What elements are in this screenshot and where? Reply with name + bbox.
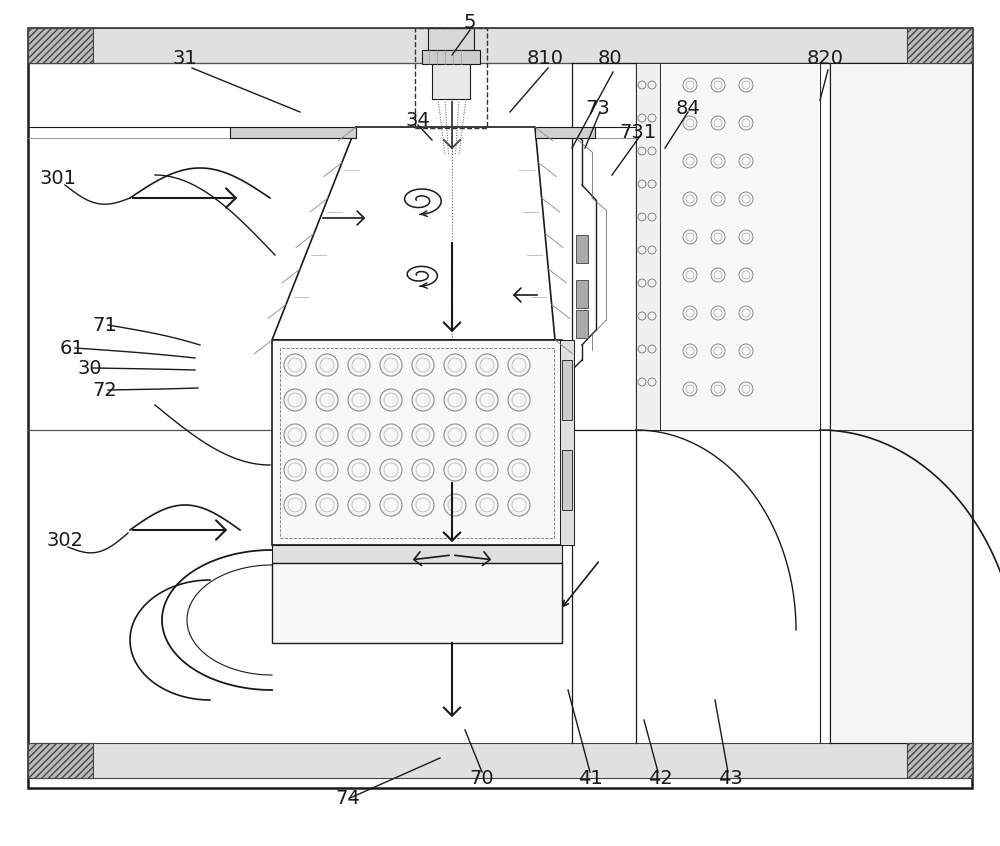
Text: 302: 302 bbox=[46, 530, 84, 550]
Text: 61: 61 bbox=[60, 338, 84, 358]
Bar bbox=[28, 743, 972, 778]
Bar bbox=[660, 63, 820, 430]
Bar bbox=[432, 64, 470, 99]
Bar bbox=[576, 235, 588, 263]
Bar bbox=[28, 28, 972, 63]
Text: 80: 80 bbox=[598, 48, 622, 68]
Bar bbox=[428, 28, 474, 50]
Text: 820: 820 bbox=[806, 48, 844, 68]
Bar bbox=[560, 340, 574, 545]
Bar bbox=[28, 743, 93, 778]
Text: 731: 731 bbox=[619, 123, 657, 141]
Bar bbox=[280, 348, 554, 538]
Text: 301: 301 bbox=[40, 168, 76, 188]
Text: 43: 43 bbox=[718, 768, 742, 788]
Bar bbox=[272, 563, 562, 643]
Text: 70: 70 bbox=[470, 768, 494, 788]
Text: 71: 71 bbox=[93, 316, 117, 334]
Text: 5: 5 bbox=[464, 13, 476, 31]
Text: 72: 72 bbox=[93, 381, 117, 399]
Bar bbox=[907, 28, 972, 63]
Text: 42: 42 bbox=[648, 768, 672, 788]
Bar bbox=[576, 280, 588, 308]
Bar bbox=[28, 28, 972, 788]
Polygon shape bbox=[272, 127, 555, 340]
Text: 810: 810 bbox=[526, 48, 564, 68]
Text: 73: 73 bbox=[586, 98, 610, 118]
Text: 30: 30 bbox=[78, 359, 102, 377]
Text: 34: 34 bbox=[406, 111, 430, 129]
Bar bbox=[562, 450, 572, 510]
Bar bbox=[576, 310, 588, 338]
Text: 84: 84 bbox=[676, 98, 700, 118]
Text: 31: 31 bbox=[173, 48, 197, 68]
Polygon shape bbox=[535, 127, 595, 138]
Bar bbox=[28, 28, 93, 63]
Polygon shape bbox=[230, 127, 356, 138]
Bar bbox=[422, 50, 480, 64]
Bar bbox=[636, 63, 660, 430]
Bar bbox=[272, 340, 562, 545]
Bar bbox=[907, 743, 972, 778]
Bar bbox=[415, 28, 487, 128]
Bar bbox=[272, 545, 562, 563]
Text: 74: 74 bbox=[336, 788, 360, 807]
Text: 41: 41 bbox=[578, 768, 602, 788]
Bar bbox=[562, 360, 572, 420]
Bar bbox=[830, 63, 972, 743]
